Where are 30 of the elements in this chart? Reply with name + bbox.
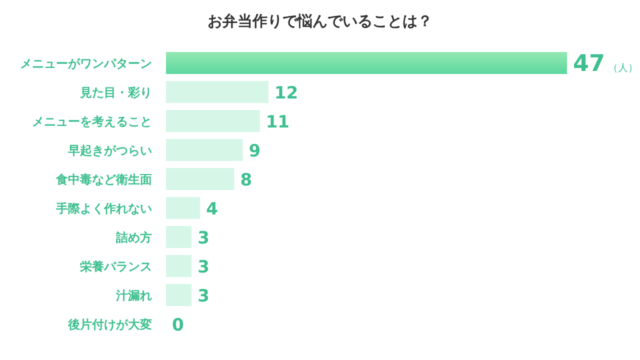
y-tick-label: 手際よく作れない [55,202,152,216]
bar [166,168,234,190]
y-tick-label: 後片付けが大変 [67,318,152,332]
data-label: 47（人） [573,51,638,77]
y-tick-label: 食中毒など衛生面 [55,172,152,186]
bar [166,284,192,306]
y-tick-label: 汁漏れ [115,288,152,302]
data-label: 4 [206,200,218,220]
bar [166,197,200,219]
bar [166,110,260,132]
y-tick-label: 詰め方 [115,230,152,244]
data-label: 9 [248,142,261,162]
data-label: 11 [266,112,290,132]
data-label: 12 [274,84,298,104]
bar [166,52,567,74]
chart-title: お弁当作りで悩んでいることは？ [208,12,432,30]
y-tick-label: 早起きがつらい [67,144,152,158]
bar [166,255,192,277]
data-label: 3 [198,286,210,306]
bar [166,226,192,248]
y-tick-label: メニューを考えること [32,114,152,128]
data-label: 8 [240,170,252,190]
data-label: 3 [198,228,210,248]
y-tick-label: メニューがワンパターン [20,56,152,70]
y-tick-label: 栄養バランス [80,260,152,274]
data-label: 0 [172,316,184,336]
bar [166,139,243,161]
data-label: 3 [198,258,210,278]
y-tick-label: 見た目・彩り [79,86,152,100]
bar [166,81,268,103]
